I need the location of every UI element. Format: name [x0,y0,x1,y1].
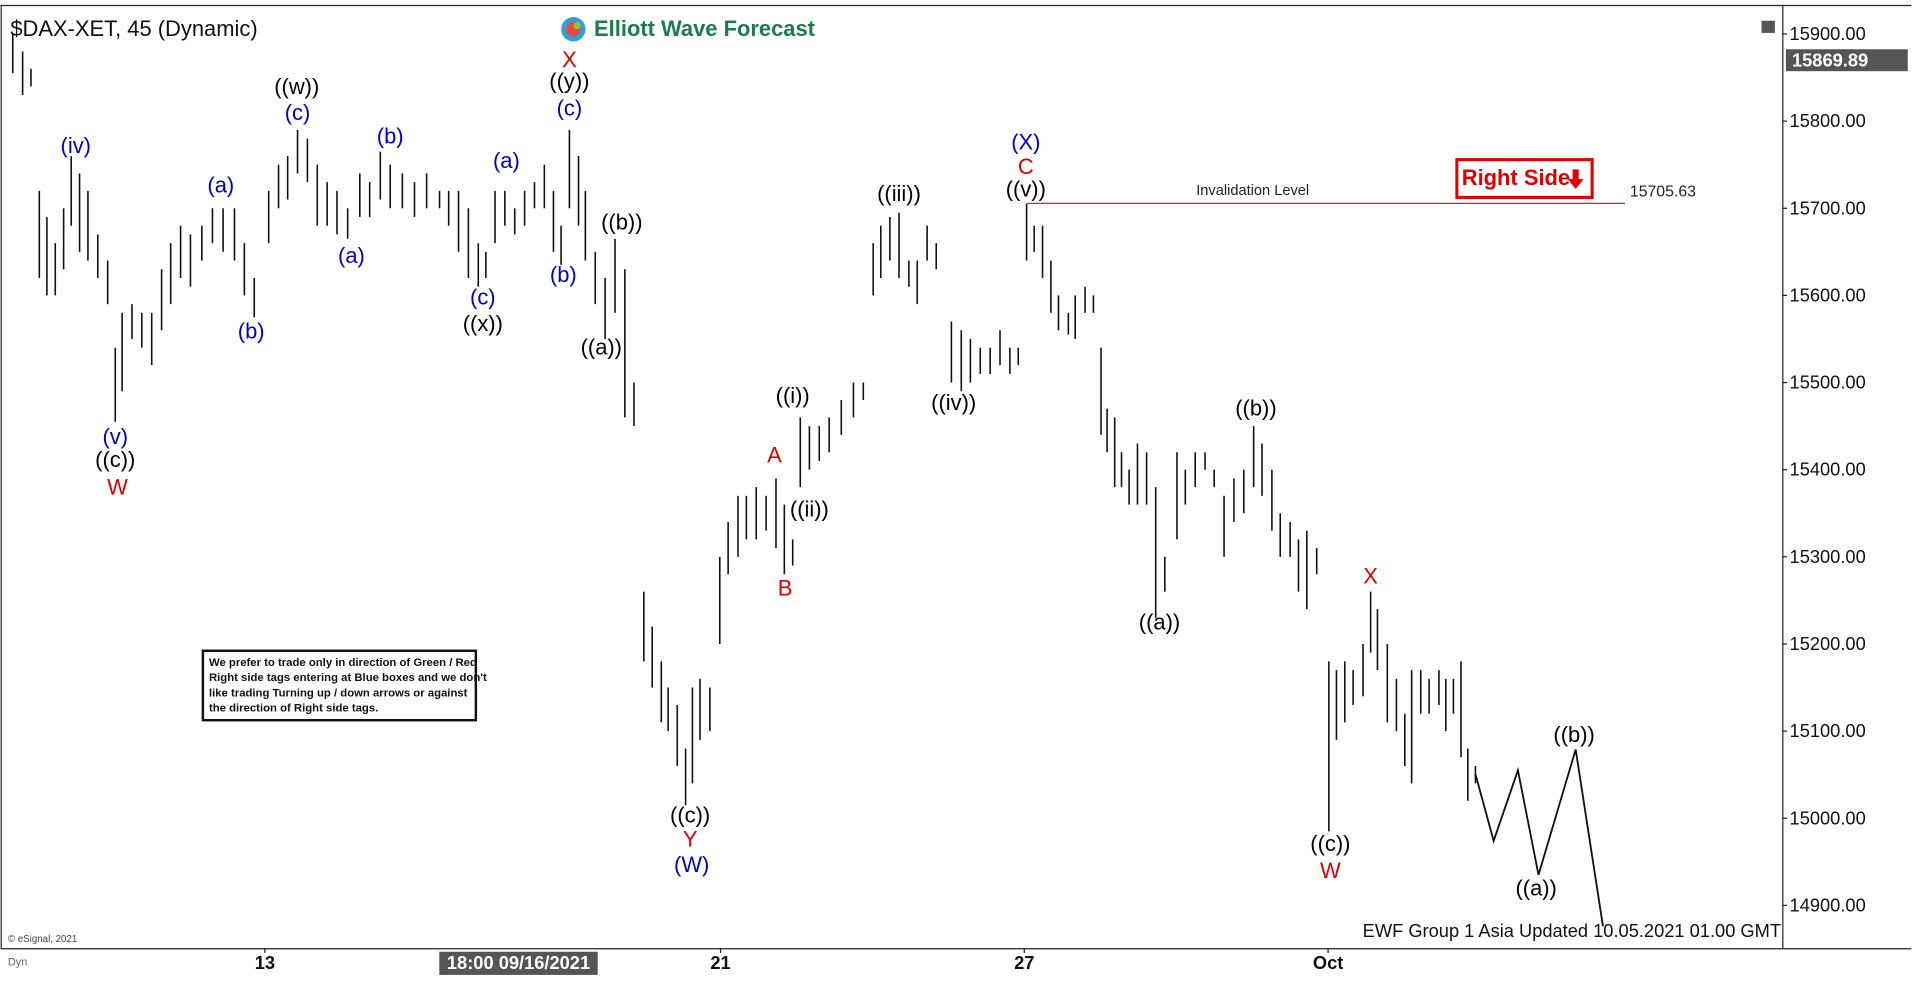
wave-label: (a) [207,172,234,197]
note-box [201,649,478,722]
invalidation-label: Invalidation Level [1196,183,1309,199]
wave-label: ((a)) [1139,610,1180,635]
wave-label: (b) [238,319,265,344]
y-tick-label: 14900.00 [1790,894,1866,915]
mode-label: Dyn [8,957,27,969]
y-tick-label: 15500.00 [1790,372,1866,393]
wave-label: ((x)) [463,311,503,336]
wave-label: ((a)) [1515,876,1556,901]
note-line: like trading Turning up / down arrows or… [209,687,468,699]
price-bars [11,33,1477,832]
logo-text: Elliott Wave Forecast [594,16,816,41]
wave-label: X [562,47,577,72]
note-line: We prefer to trade only in direction of … [209,657,477,669]
window-icon [1761,20,1775,33]
wave-label: A [767,442,782,467]
wave-label: (c) [557,96,583,121]
wave-label: ((ii)) [790,496,829,521]
down-arrow [1567,169,1584,189]
wave-label: Y [683,827,698,852]
wave-label: ((a)) [581,334,622,359]
wave-label: (b) [550,262,577,287]
wave-label: ((iv)) [931,390,976,415]
x-tick-label: 13 [255,952,275,973]
wave-label: ((w)) [274,74,319,99]
wave-label: ((c)) [1310,831,1350,856]
y-tick-label: 15700.00 [1790,197,1866,218]
invalidation-value: 15705.63 [1630,184,1696,201]
wave-label: (a) [493,148,520,173]
y-tick-label: 15100.00 [1790,720,1866,741]
y-tick-label: 15900.00 [1790,23,1866,44]
wave-label: (c) [285,100,311,125]
projection-path [1474,749,1604,927]
last-price-label: 15869.89 [1792,49,1868,70]
wave-label: C [1018,154,1034,179]
note-line: the direction of Right side tags. [209,703,378,715]
wave-label: W [107,475,128,500]
crosshair-marker [439,951,598,975]
x-tick-label: 27 [1014,952,1034,973]
logo: Elliott Wave Forecast [561,16,816,42]
wave-label: (W) [674,852,709,877]
wave-label: (c) [470,285,496,310]
wave-label: ((b)) [1235,395,1276,420]
chart-title: $DAX-XET, 45 (Dynamic) [10,16,257,41]
note-line: Right side tags entering at Blue boxes a… [209,672,487,684]
x-tick-label: Oct [1313,952,1343,973]
logo-icon-dot [573,21,581,30]
right-side-text: Right Side [1462,165,1570,190]
wave-label: (iv) [61,133,91,158]
last-price-tag [1785,49,1908,72]
x-tick-label: 21 [710,952,730,973]
wave-label: (v) [102,424,128,449]
right-side-tag: Right Side [1455,158,1594,199]
wave-label: ((y)) [549,69,589,94]
wave-label: ((b)) [1553,722,1594,747]
wave-label: ((iii)) [877,181,921,206]
y-tick-label: 15000.00 [1790,807,1866,828]
wave-label: ((i)) [776,383,810,408]
wave-label: ((v)) [1006,177,1046,202]
wave-label: W [1320,858,1341,883]
wave-label: X [1363,564,1378,589]
wave-label: (a) [338,243,365,268]
right-side-box [1455,158,1594,199]
wave-label: (b) [377,123,404,148]
y-tick-label: 15300.00 [1790,546,1866,567]
y-tick-label: 15600.00 [1790,284,1866,305]
footer: EWF Group 1 Asia Updated 10.05.2021 01.0… [1363,920,1781,941]
wave-label: ((c)) [670,802,710,827]
y-tick-label: 15200.00 [1790,633,1866,654]
y-tick-label: 15800.00 [1790,110,1866,131]
wave-label: ((c)) [95,447,135,472]
wave-label: B [778,576,793,601]
wave-label: (X) [1011,130,1040,155]
crosshair-label: 18:00 09/16/2021 [447,952,590,973]
wave-label: ((b)) [601,210,642,235]
y-tick-label: 15400.00 [1790,459,1866,480]
copyright: © eSignal, 2021 [8,934,77,945]
